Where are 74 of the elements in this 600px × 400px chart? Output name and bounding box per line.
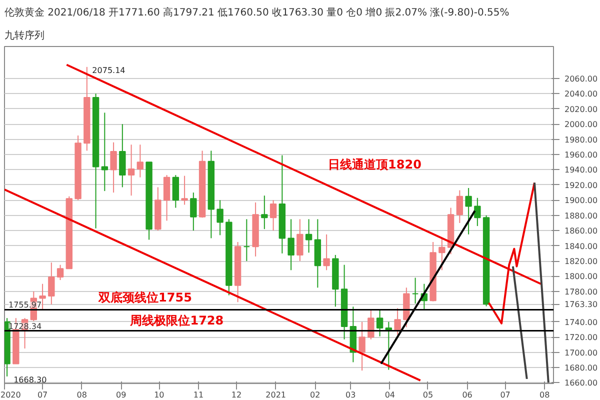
x-tick-label: 03 bbox=[346, 390, 356, 400]
x-tick-label: 09 bbox=[116, 390, 126, 400]
y-tick-label: 1840.00 bbox=[564, 242, 598, 251]
candlestick bbox=[270, 200, 277, 232]
y-tick-label: 1820.00 bbox=[564, 257, 598, 266]
annotation: 1668.30 bbox=[14, 375, 47, 384]
y-tick-label: 1800.00 bbox=[564, 272, 598, 282]
candlestick bbox=[190, 192, 197, 232]
candlestick bbox=[465, 187, 472, 235]
annotation: 2075.14 bbox=[92, 66, 126, 75]
x-tick-label: 2021 bbox=[266, 390, 286, 400]
ref-line-label: 1755.97 bbox=[8, 300, 42, 310]
y-tick-label: 1780.00 bbox=[564, 287, 598, 296]
candlestick bbox=[101, 112, 108, 192]
x-tick-label: 2020 bbox=[0, 390, 21, 400]
x-tick-label: 10 bbox=[154, 390, 164, 400]
y-tick-label: 1740.00 bbox=[564, 318, 598, 327]
y-tick-label: 1960.00 bbox=[564, 150, 598, 160]
annotation: 日线通道顶1820 bbox=[328, 157, 422, 172]
candlestick bbox=[438, 238, 446, 271]
x-tick-label: 06 bbox=[462, 390, 472, 400]
candlestick bbox=[296, 218, 304, 262]
y-tick-label: 1680.00 bbox=[564, 364, 598, 373]
candlestick bbox=[163, 174, 170, 222]
x-tick-label: 12 bbox=[231, 390, 242, 400]
y-tick-label: 1940.00 bbox=[564, 166, 598, 175]
y-tick-label: 1860.00 bbox=[564, 226, 598, 236]
x-tick-label: 11 bbox=[193, 390, 204, 400]
candlestick bbox=[39, 283, 46, 310]
candlestick bbox=[368, 310, 374, 340]
x-tick-label: 02 bbox=[310, 390, 320, 400]
candlestick bbox=[136, 144, 144, 178]
candlestick bbox=[456, 190, 464, 224]
y-tick-label: 1920.00 bbox=[564, 180, 598, 190]
x-tick-label: 04 bbox=[384, 390, 396, 400]
y-tick-label: 2060.00 bbox=[564, 74, 598, 84]
x-tick-label: 07 bbox=[500, 390, 510, 400]
y-tick-label: 2040.00 bbox=[564, 90, 598, 99]
candlestick bbox=[305, 218, 312, 254]
y-tick-label: 1900.00 bbox=[564, 196, 598, 206]
candlestick bbox=[358, 321, 366, 372]
candlestick bbox=[119, 124, 126, 188]
candlestick bbox=[474, 197, 481, 227]
candlestick bbox=[394, 308, 401, 336]
candlestick bbox=[181, 175, 188, 206]
y-tick-label: 2000.00 bbox=[564, 120, 598, 130]
candlestick bbox=[376, 310, 384, 337]
y-tick-label: 1700.00 bbox=[564, 348, 598, 358]
x-tick-label: 08 bbox=[76, 390, 87, 400]
y-tick-label: 1980.00 bbox=[564, 135, 598, 144]
candlestick bbox=[243, 218, 250, 262]
candlestick bbox=[323, 234, 330, 271]
y-tick-label: 1763.30 bbox=[564, 300, 598, 310]
chart-subtitle: 九转序列 bbox=[4, 30, 44, 42]
candlestick bbox=[216, 200, 224, 236]
y-tick-label: 1720.00 bbox=[564, 333, 598, 342]
candlestick bbox=[412, 277, 419, 304]
y-tick-label: 2020.00 bbox=[564, 104, 598, 114]
annotation: 周线极限位1728 bbox=[129, 313, 224, 328]
candlestick bbox=[48, 262, 55, 305]
ref-line-label: 1728.34 bbox=[8, 322, 42, 331]
candlestick bbox=[110, 142, 117, 194]
candlestick bbox=[128, 144, 135, 196]
candlestick bbox=[172, 174, 180, 208]
annotation: 双底颈线位1755 bbox=[98, 290, 192, 305]
candlestick bbox=[56, 264, 64, 281]
y-tick-label: 1880.00 bbox=[564, 211, 598, 220]
candlestick bbox=[261, 195, 268, 230]
x-tick-label: 07 bbox=[37, 390, 48, 400]
candlestick bbox=[288, 218, 294, 271]
y-tick-label: 1660.00 bbox=[564, 378, 598, 388]
x-tick-label: 08 bbox=[540, 390, 550, 400]
x-tick-label: 05 bbox=[422, 390, 434, 400]
chart-title: 伦敦黄金 2021/06/18 开1771.60 高1797.21 低1760.50 收1763.30 量0 仓0 增0 振2.07% 涨(-9.80)-0.55% bbox=[4, 6, 510, 18]
